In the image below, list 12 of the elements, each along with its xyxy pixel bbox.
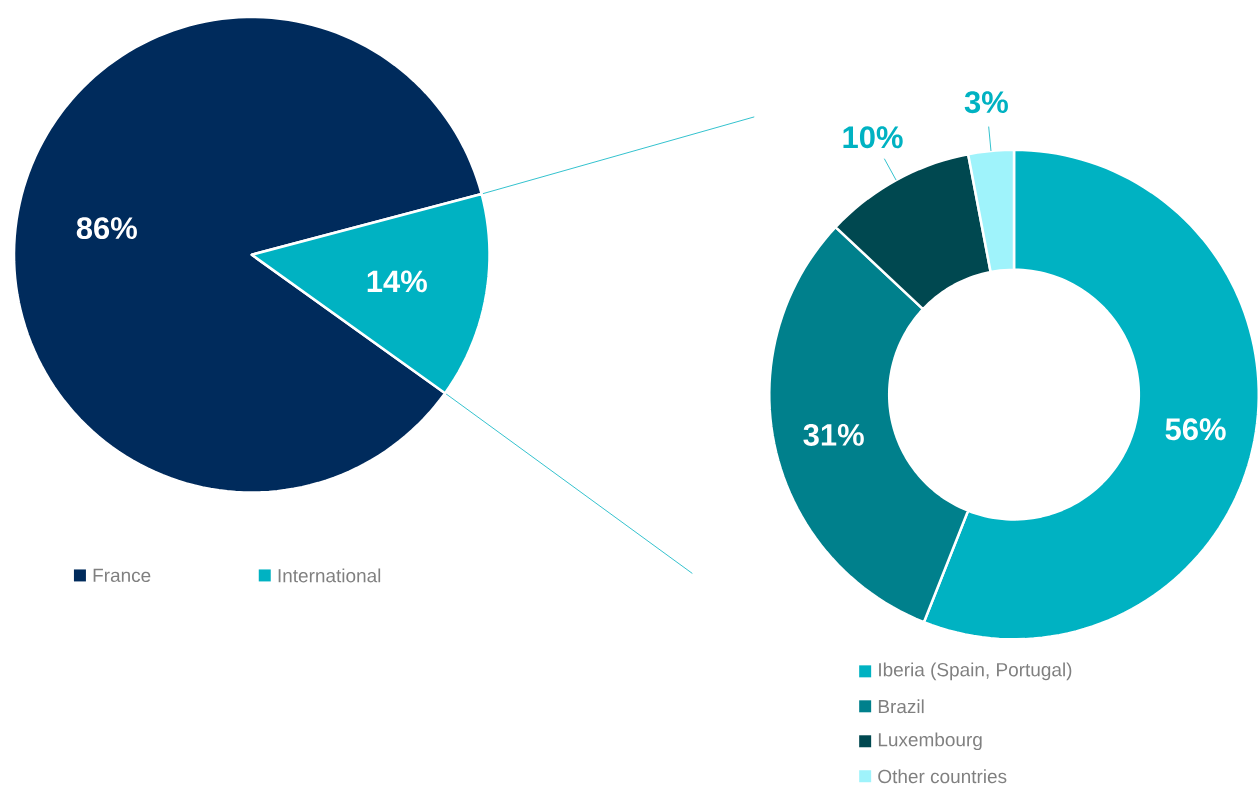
data-label: 14% — [367, 270, 427, 293]
data-label: 86% — [76, 217, 137, 239]
legend-label: International — [278, 568, 381, 583]
legend-label: France — [93, 568, 151, 582]
legend-label: Luxembourg — [878, 732, 982, 750]
data-label: 56% — [1165, 418, 1226, 441]
legend-label: Brazil — [878, 699, 924, 714]
data-label: 10% — [843, 126, 903, 149]
data-label: 31% — [803, 423, 864, 446]
data-label: 3% — [964, 91, 1008, 114]
legend-label: Iberia (Spain, Portugal) — [879, 662, 1072, 681]
legend-label: Other countries — [878, 769, 1007, 784]
